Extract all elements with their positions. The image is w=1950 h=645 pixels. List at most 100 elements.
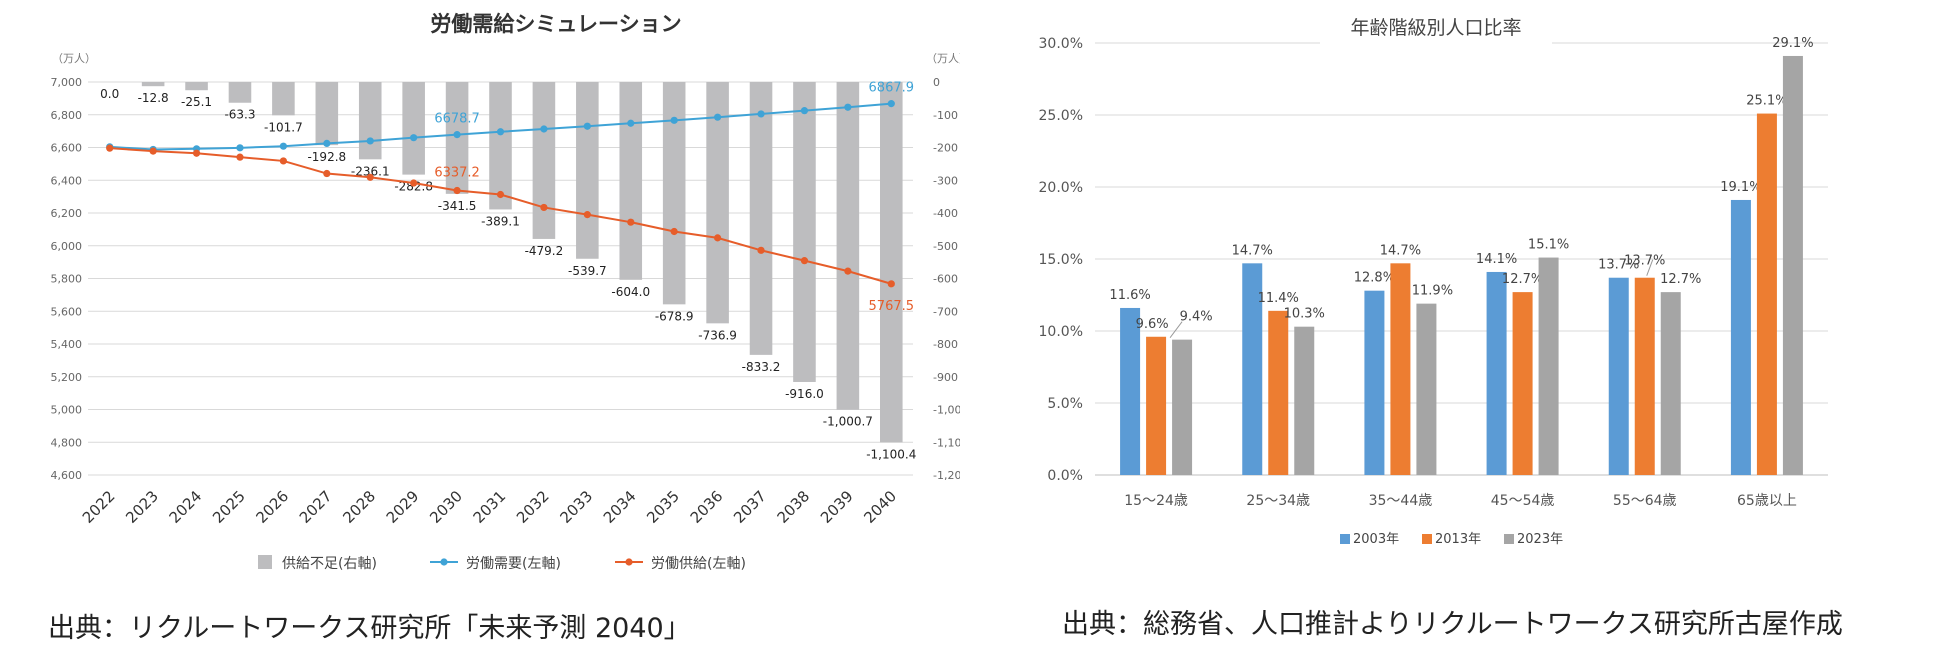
demand-point <box>236 144 244 152</box>
bar-data-label: 25.1% <box>1746 94 1787 109</box>
y-tick-label: 15.0% <box>1039 252 1083 268</box>
supply-annotation: 5767.5 <box>869 299 915 314</box>
y-tick-label: 5.0% <box>1047 396 1083 412</box>
shortage-data-label: -604.0 <box>611 285 650 299</box>
bar-data-label: 13.7% <box>1624 254 1665 269</box>
x-tick-label: 2035 <box>643 487 683 527</box>
shortage-bar <box>185 82 208 91</box>
shortage-bar <box>749 82 773 355</box>
supply-point <box>583 211 591 219</box>
bar-2013年 <box>1512 292 1533 475</box>
shortage-data-label: 0.0 <box>100 87 119 101</box>
legend-supply-marker <box>625 558 633 566</box>
bar-data-label: 12.7% <box>1502 272 1543 287</box>
left-tick-label: 5,400 <box>51 338 83 351</box>
shortage-data-label: -678.9 <box>655 309 694 323</box>
shortage-bar <box>532 82 556 239</box>
right-axis-unit: （万人） <box>926 52 960 65</box>
bar-data-label: 11.6% <box>1109 288 1150 303</box>
demand-point <box>583 122 591 130</box>
x-tick-label: 2027 <box>296 487 336 527</box>
shortage-data-label: -1,100.4 <box>866 447 916 461</box>
shortage-bar <box>880 82 903 443</box>
x-tick-label: 2039 <box>817 487 857 527</box>
bar-data-label: 15.1% <box>1528 238 1569 253</box>
source-right: 出典：総務省、人口推計よりリクルートワークス研究所古屋作成 <box>1062 609 1843 640</box>
shortage-bar <box>662 82 686 305</box>
bar-2013年 <box>1268 310 1289 475</box>
chart-title: 労働需給シミュレーション <box>430 12 681 36</box>
legend-label-2013年: 2013年 <box>1435 532 1481 547</box>
demand-point <box>844 103 852 111</box>
demand-point <box>714 113 722 121</box>
supply-point <box>844 267 852 275</box>
demand-point <box>323 139 331 148</box>
left-tick-label: 6,800 <box>51 109 83 122</box>
left-tick-label: 4,600 <box>51 469 83 482</box>
x-tick-label: 2036 <box>687 487 727 527</box>
bar-2003年 <box>1608 277 1629 475</box>
demand-point <box>366 137 374 145</box>
x-tick-label: 2023 <box>122 487 162 527</box>
y-tick-label: 30.0% <box>1039 36 1083 52</box>
label-leader-line <box>1169 321 1183 338</box>
shortage-bar <box>315 82 339 146</box>
y-tick-label: 25.0% <box>1039 108 1083 124</box>
supply-point <box>670 227 678 236</box>
shortage-bar <box>272 82 295 116</box>
supply-point <box>757 246 765 254</box>
x-tick-label: 2030 <box>426 487 466 527</box>
demand-point <box>627 119 635 127</box>
bar-data-label: 13.7% <box>1598 258 1639 273</box>
supply-point <box>627 218 635 226</box>
right-tick-label: -300 <box>933 174 958 187</box>
bar-data-label: 11.4% <box>1258 291 1299 306</box>
x-tick-label: 2037 <box>730 487 770 527</box>
shortage-data-label: -12.8 <box>138 91 169 105</box>
x-tick-label: 2026 <box>252 487 292 527</box>
shortage-data-label: -479.2 <box>525 244 564 258</box>
bar-2023年 <box>1416 303 1437 475</box>
bar-2013年 <box>1634 277 1655 475</box>
supply-annotation: 6337.2 <box>434 166 480 181</box>
bar-data-label: 10.3% <box>1284 307 1325 322</box>
supply-point <box>714 234 722 242</box>
x-tick-label: 2029 <box>383 487 423 527</box>
shortage-data-label: -389.1 <box>481 214 520 228</box>
x-tick-label: 55～64歳 <box>1613 493 1677 509</box>
shortage-data-label: -833.2 <box>742 360 781 374</box>
x-tick-label: 2022 <box>79 487 119 527</box>
right-tick-label: -700 <box>933 305 958 318</box>
shortage-bar <box>141 82 165 87</box>
demand-point <box>887 100 895 108</box>
supply-point <box>192 149 201 157</box>
bar-data-label: 9.4% <box>1180 310 1213 325</box>
shortage-data-label: -101.7 <box>264 120 303 134</box>
y-tick-label: 10.0% <box>1039 324 1083 340</box>
x-tick-label: 2031 <box>470 487 510 527</box>
demand-point <box>670 116 678 124</box>
shortage-data-label: -25.1 <box>181 95 212 109</box>
source-left: 出典：リクルートワークス研究所「未来予測 2040」 <box>48 613 691 644</box>
x-tick-label: 45～54歳 <box>1491 493 1555 509</box>
x-tick-label: 65歳以上 <box>1737 493 1797 509</box>
bar-data-label: 19.1% <box>1720 180 1761 195</box>
right-tick-label: -600 <box>933 273 958 286</box>
shortage-data-label: -916.0 <box>785 387 824 401</box>
shortage-bar <box>836 82 860 410</box>
left-tick-label: 5,800 <box>51 273 83 286</box>
x-tick-label: 2033 <box>556 487 596 527</box>
supply-point <box>323 169 331 178</box>
supply-point <box>800 257 809 265</box>
shortage-data-label: -1,000.7 <box>823 415 873 429</box>
bar-data-label: 14.1% <box>1476 252 1517 267</box>
x-tick-label: 2025 <box>209 487 249 527</box>
bar-2003年 <box>1486 271 1507 475</box>
bar-2023年 <box>1538 257 1559 475</box>
bar-2003年 <box>1120 307 1141 475</box>
left-tick-label: 5,000 <box>51 404 83 417</box>
legend-demand-label: 労働需要(左軸) <box>466 556 561 572</box>
bar-data-label: 14.7% <box>1380 243 1421 258</box>
bar-data-label: 11.9% <box>1412 284 1453 299</box>
